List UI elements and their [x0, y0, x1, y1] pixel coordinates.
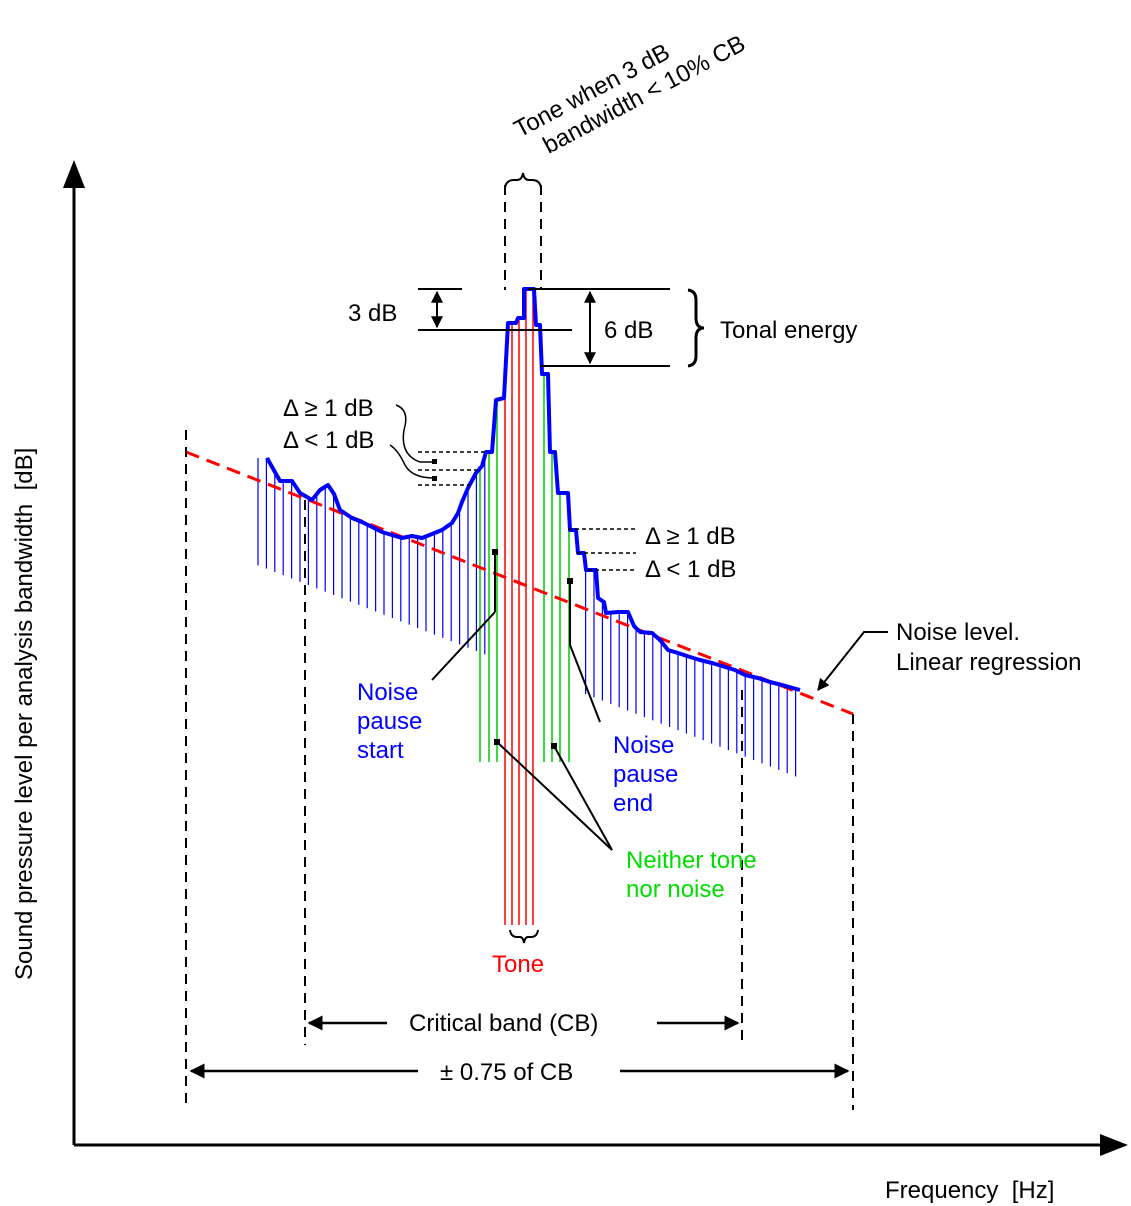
- noise-level-label-line1: Noise level.: [896, 619, 1020, 646]
- neither-leader-left: [496, 741, 613, 851]
- delta-lt-left-dot: [432, 476, 437, 481]
- neither-label-line1: Neither tone: [626, 847, 757, 874]
- tonal-energy-brace: [687, 288, 705, 368]
- neither-lines: [479, 374, 570, 762]
- boundary-lines: [185, 185, 854, 1110]
- neither-label-line2: nor noise: [626, 876, 725, 903]
- tone-bandwidth-brace: [504, 172, 542, 189]
- cb-range-label: ± 0.75 of CB: [440, 1059, 573, 1086]
- noise-pause-end-line3: end: [613, 790, 653, 817]
- x-axis-label: Frequency [Hz]: [885, 1177, 1054, 1204]
- noise-pause-end-leader-2: [569, 644, 601, 723]
- noise-pause-end-line1: Noise: [613, 732, 674, 759]
- axes: [63, 160, 1128, 1156]
- noise-regression-line: [185, 450, 854, 716]
- noise-pause-end-line2: pause: [613, 761, 678, 788]
- noise-pause-start-line1: Noise: [357, 679, 418, 706]
- tone-bandwidth-label: Tone when 3 dB bandwidth < 10% CB: [510, 30, 750, 159]
- delta-right-dashes: [568, 528, 636, 571]
- delta-ge-left-dot: [432, 459, 437, 464]
- critical-band-label: Critical band (CB): [409, 1010, 598, 1037]
- noise-pause-start-line3: start: [357, 737, 404, 764]
- delta-left-leaders: [389, 404, 435, 479]
- tone-brace: [509, 929, 539, 944]
- noise-lines: [257, 456, 797, 777]
- tone-label: Tone: [492, 951, 544, 978]
- six-db-label: 6 dB: [604, 317, 653, 344]
- delta-ge-right-label: Δ ≥ 1 dB: [645, 523, 736, 550]
- x-axis-arrowhead: [1100, 1134, 1128, 1156]
- y-axis-arrowhead: [63, 160, 85, 188]
- tonal-energy-label: Tonal energy: [720, 317, 857, 344]
- three-db-marker: [418, 288, 572, 331]
- noise-level-label-line2: Linear regression: [896, 649, 1081, 676]
- noise-pause-start-line2: pause: [357, 708, 422, 735]
- delta-left-dashes: [418, 451, 487, 486]
- delta-ge-left-label: Δ ≥ 1 dB: [283, 395, 374, 422]
- neither-leader-right: [553, 745, 613, 851]
- noise-pause-start-leader-2: [431, 611, 496, 681]
- noise-level-leader: [817, 631, 888, 691]
- three-db-label: 3 dB: [348, 300, 397, 327]
- delta-lt-right-label: Δ < 1 dB: [645, 556, 736, 583]
- spectrum-curve: [265, 287, 801, 692]
- six-db-marker: [528, 288, 670, 367]
- tone-lines: [504, 291, 534, 925]
- y-axis-label: Sound pressure level per analysis bandwi…: [11, 448, 38, 980]
- delta-lt-left-label: Δ < 1 dB: [283, 427, 374, 454]
